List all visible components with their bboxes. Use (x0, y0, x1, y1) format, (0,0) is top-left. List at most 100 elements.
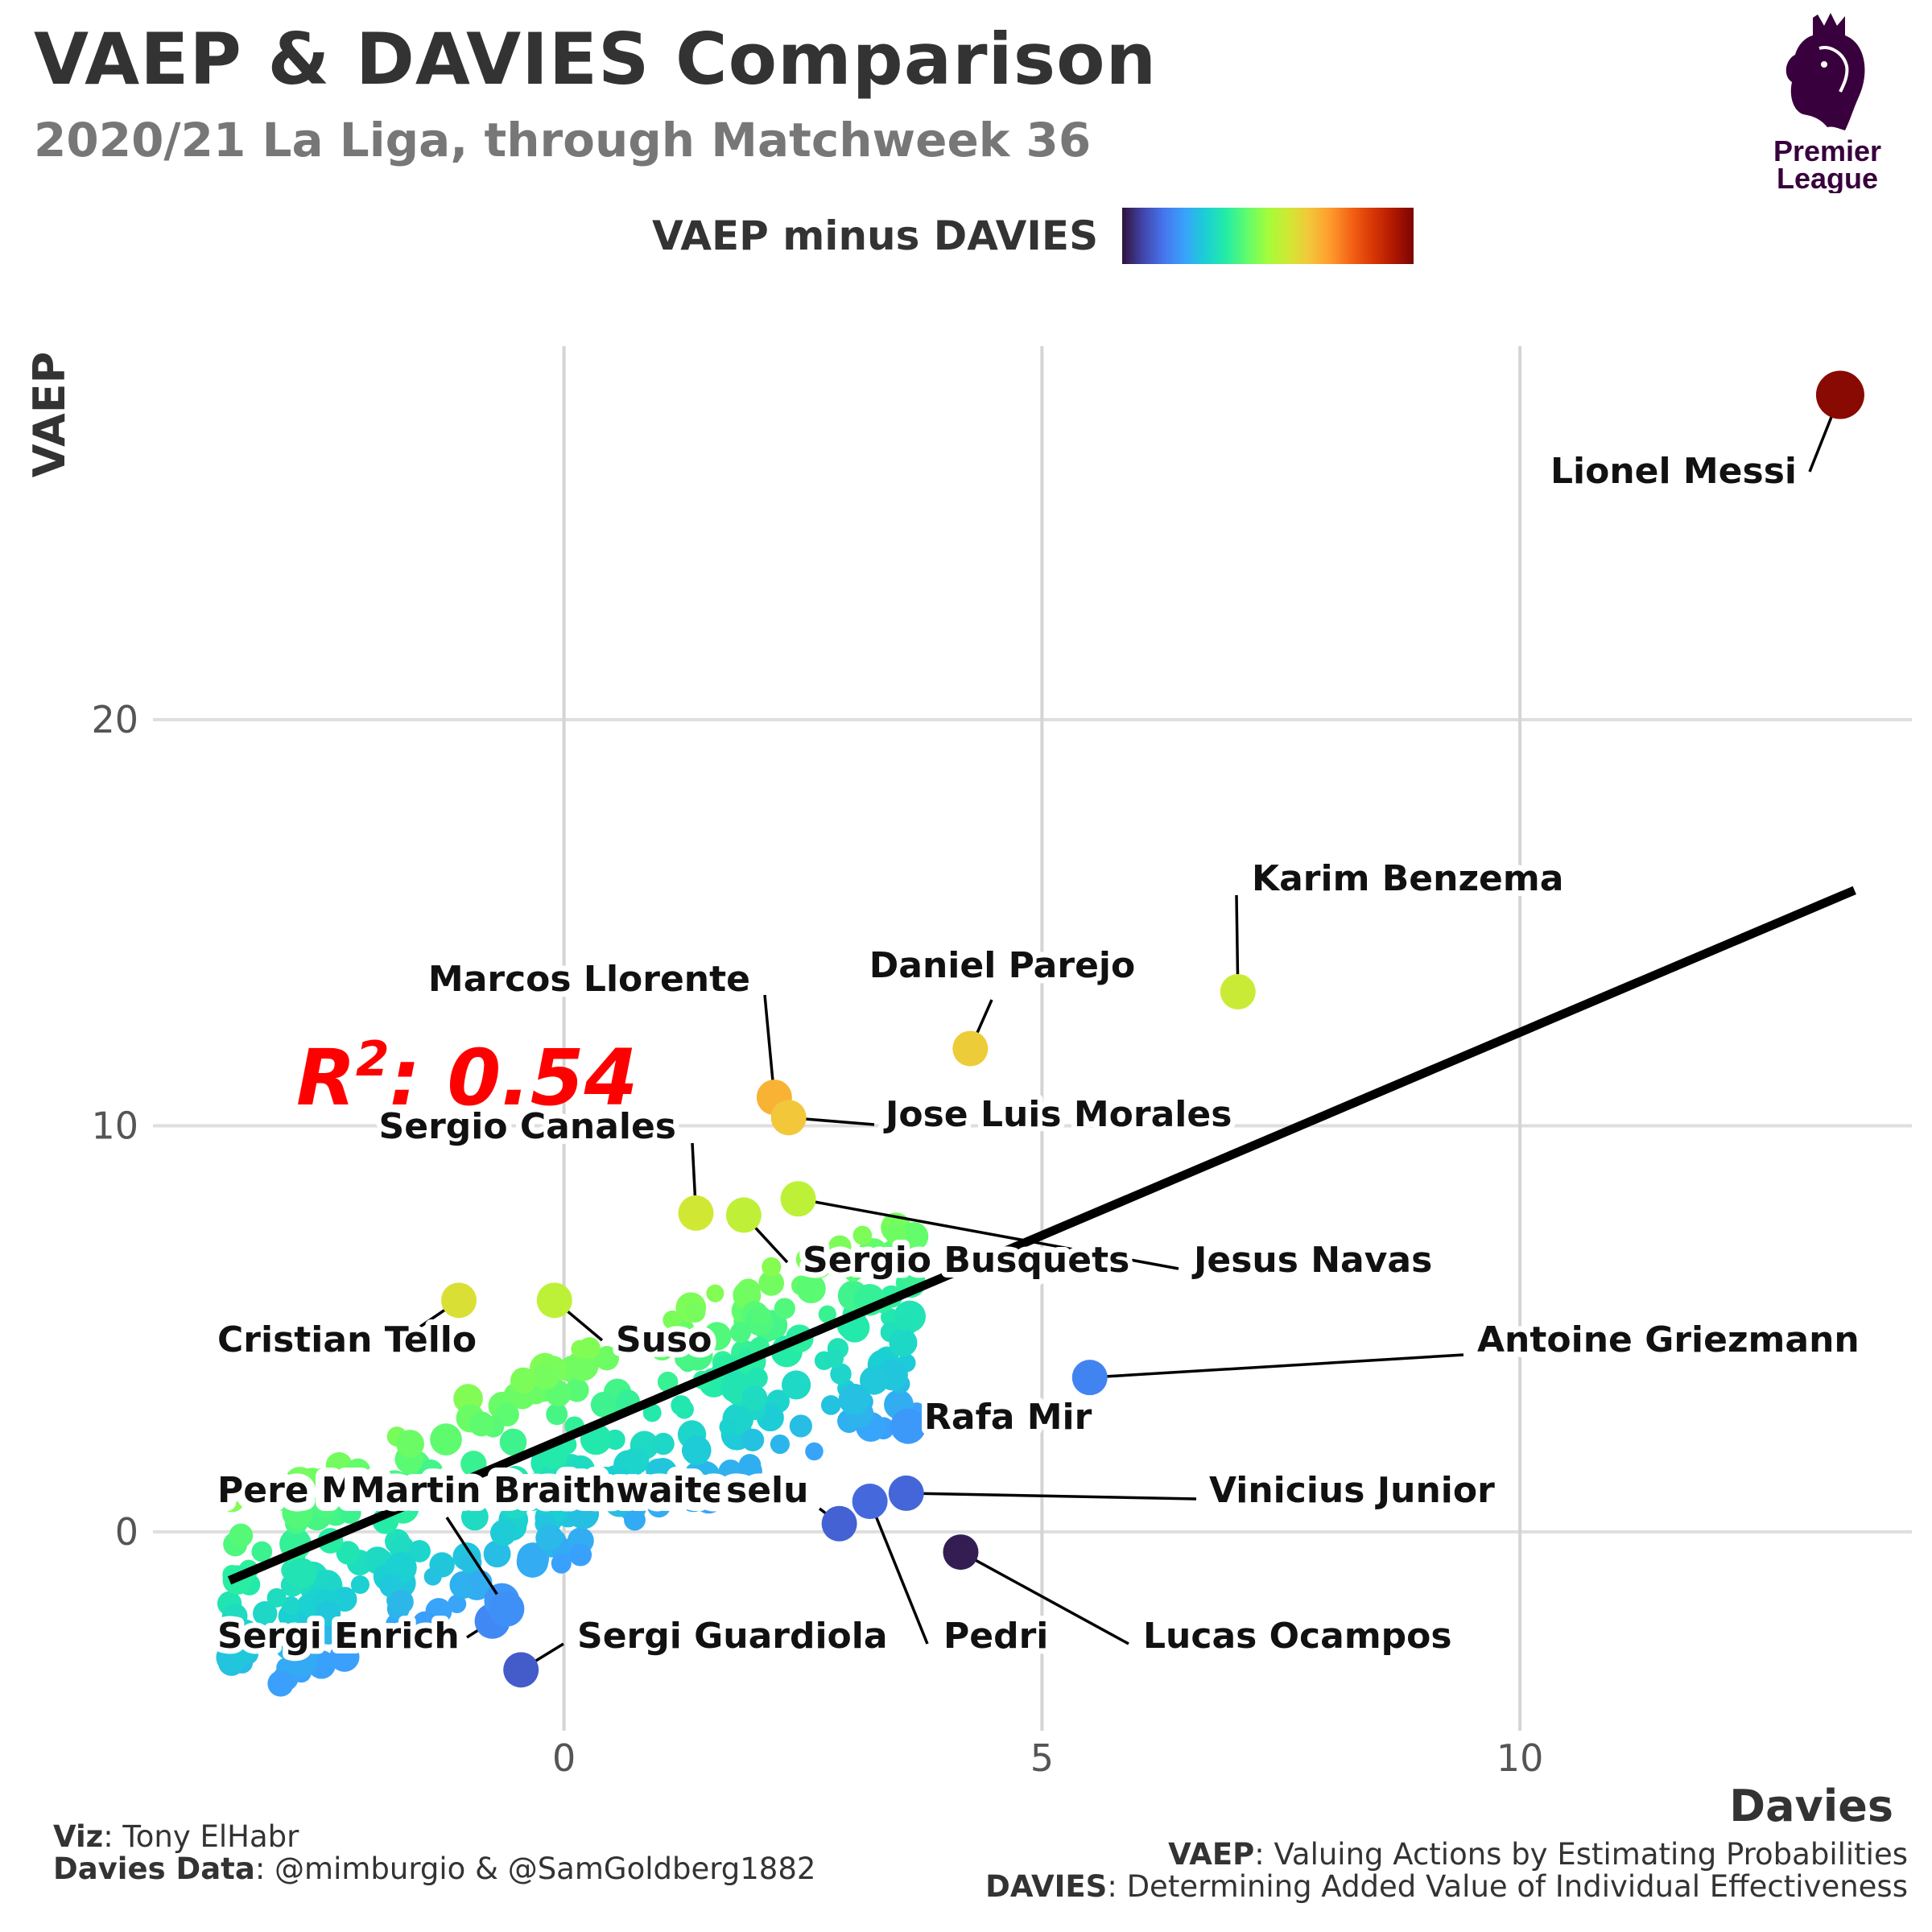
caption-vaep-value: : Valuing Actions by Estimating Probabil… (1254, 1837, 1908, 1872)
player-point (317, 1621, 340, 1645)
labeled-player-point (852, 1484, 888, 1520)
player-point (746, 1367, 768, 1389)
labeled-player-point (1815, 370, 1864, 419)
player-point (284, 1467, 316, 1497)
point-label: Lionel Messi (1550, 451, 1797, 492)
player-point (448, 1594, 467, 1614)
unlabeled-points (216, 1212, 929, 1697)
label-leader-line (869, 1501, 929, 1645)
player-point (706, 1284, 724, 1302)
caption-data-value: : @mimburgio & @SamGoldberg1882 (254, 1852, 816, 1886)
r-squared-symbol: R (296, 1033, 356, 1123)
labeled-player-point (489, 1591, 525, 1627)
player-point (830, 1363, 852, 1385)
player-point (820, 1395, 841, 1415)
player-point (730, 1322, 751, 1344)
player-point (345, 1458, 371, 1484)
player-point (624, 1509, 646, 1531)
labeled-player-point (888, 1475, 924, 1511)
label-leader-line (445, 1517, 508, 1610)
player-point (350, 1575, 369, 1595)
player-point (268, 1629, 289, 1649)
caption-data-label: Davies Data (53, 1852, 255, 1886)
player-point (460, 1503, 489, 1531)
player-point (516, 1546, 549, 1578)
player-point (774, 1298, 795, 1319)
point-label: Sergi Enrich (217, 1616, 460, 1657)
player-point (315, 1600, 341, 1626)
player-point (267, 1670, 294, 1697)
player-point (741, 1385, 768, 1411)
player-point (251, 1541, 273, 1563)
player-point (540, 1464, 564, 1488)
player-point (758, 1269, 785, 1296)
trend-line (227, 886, 1856, 1585)
player-point (408, 1540, 431, 1563)
player-point (418, 1459, 444, 1485)
legend-title: VAEP minus DAVIES (652, 213, 1099, 259)
y-tick-label: 0 (115, 1510, 138, 1554)
point-label: Karim Benzema (1252, 858, 1563, 899)
player-point (642, 1403, 662, 1422)
player-point (852, 1225, 873, 1245)
point-label: Cristian Tello (217, 1319, 477, 1360)
caption-viz-label: Viz (53, 1819, 104, 1854)
player-point (648, 1334, 675, 1360)
player-point (590, 1392, 617, 1418)
player-point (565, 1378, 589, 1402)
point-label: Martin Braithwaite (350, 1470, 726, 1511)
player-point (857, 1238, 889, 1269)
labeled-player-point (503, 1652, 539, 1688)
logo-text-league: League (1777, 162, 1878, 193)
player-point (718, 1459, 743, 1484)
point-label: Vinicius Junior (1209, 1470, 1495, 1511)
premier-league-logo: Premier League (1773, 13, 1881, 193)
r-squared-value: : 0.54 (390, 1033, 638, 1123)
player-point (389, 1589, 414, 1615)
player-point (565, 1455, 596, 1485)
player-point (286, 1558, 317, 1589)
player-point (901, 1267, 922, 1288)
player-point (675, 1349, 695, 1369)
player-point (693, 1483, 724, 1514)
player-point (499, 1489, 530, 1519)
player-point (703, 1322, 732, 1351)
player-point (311, 1468, 332, 1490)
player-point (578, 1337, 601, 1360)
player-point (824, 1349, 844, 1368)
caption-left: Viz: Tony ElHabr Davies Data: @mimburgio… (53, 1821, 815, 1885)
x-tick-label: 5 (1030, 1736, 1054, 1780)
player-point (218, 1485, 246, 1513)
player-point (613, 1337, 631, 1356)
label-leader-line (1089, 1353, 1464, 1379)
player-point (339, 1501, 361, 1524)
player-point (594, 1346, 620, 1371)
labeled-player-point (821, 1505, 857, 1542)
player-point (828, 1235, 852, 1259)
player-point (546, 1403, 568, 1426)
y-tick-label: 20 (91, 698, 138, 741)
point-label: Daniel Parejo (869, 945, 1135, 986)
player-point (838, 1383, 870, 1415)
labeled-player-point (890, 1408, 927, 1444)
player-point (502, 1465, 530, 1494)
labeled-player-point (678, 1195, 714, 1231)
caption-right: VAEP: Valuing Actions by Estimating Prob… (985, 1839, 1908, 1903)
point-label: Lucas Ocampos (1143, 1616, 1452, 1657)
player-point (818, 1305, 836, 1323)
point-label: Sergio Canales (379, 1106, 676, 1147)
labeled-points (419, 370, 1864, 1688)
point-label: Jesus Navas (1191, 1240, 1432, 1281)
player-point (233, 1619, 254, 1639)
player-point (483, 1540, 511, 1568)
labeled-player-point (952, 1030, 989, 1067)
r-squared-superscript: 2 (356, 1031, 390, 1088)
player-point (230, 1525, 250, 1544)
player-point (281, 1596, 301, 1616)
player-point (510, 1367, 537, 1394)
player-point (336, 1541, 360, 1565)
player-point (803, 1249, 832, 1279)
player-point (899, 1222, 929, 1251)
player-point (430, 1423, 462, 1455)
point-label: Pedri (943, 1616, 1048, 1657)
